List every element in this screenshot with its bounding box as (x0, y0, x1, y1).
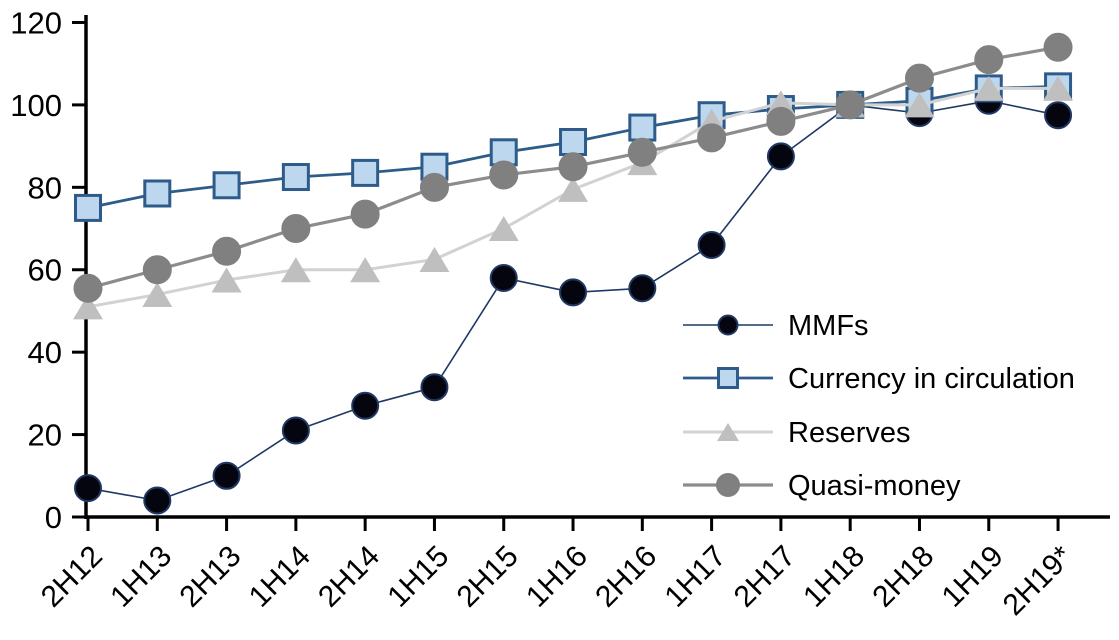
legend-label: Currency in circulation (788, 363, 1075, 395)
data-point-marker-currency-in-circulation (559, 127, 588, 156)
data-point-marker-quasi-money (212, 236, 242, 266)
data-point-marker-currency-in-circulation (281, 163, 310, 192)
data-point-marker-reserves (1043, 75, 1074, 101)
x-axis-tick-label: 1H19 (936, 540, 1010, 614)
legend-label: Quasi-money (788, 470, 961, 502)
x-axis-tick-label: 2H19* (997, 539, 1080, 622)
x-axis-tick-label: 2H15 (451, 540, 525, 614)
y-axis-tick-label: 20 (28, 418, 62, 453)
data-point-marker-currency-in-circulation (212, 171, 241, 200)
data-point-marker-currency-in-circulation (628, 113, 657, 142)
data-point-marker-reserves (419, 246, 450, 272)
data-point-marker-currency-in-circulation (143, 179, 172, 208)
legend-label: MMFs (788, 310, 869, 342)
data-point-marker-mmfs (559, 278, 588, 307)
data-point-marker-quasi-money (697, 123, 727, 153)
x-axis-tick-label: 2H16 (589, 540, 663, 614)
x-axis-tick-label: 2H14 (312, 540, 386, 614)
data-point-marker-reserves (488, 216, 519, 242)
data-point-marker-quasi-money (1043, 32, 1073, 62)
data-point-marker-reserves (973, 75, 1004, 101)
legend-swatch-marker (717, 423, 739, 441)
data-point-marker-quasi-money (281, 214, 311, 244)
data-point-marker-mmfs (281, 416, 310, 445)
x-axis-tick-label: 1H16 (520, 540, 594, 614)
data-point-marker-currency-in-circulation (74, 193, 102, 222)
data-point-marker-currency-in-circulation (351, 158, 380, 187)
data-point-marker-mmfs (351, 391, 380, 420)
data-point-marker-mmfs (1044, 101, 1073, 130)
data-point-marker-quasi-money (766, 106, 796, 136)
x-axis-tick-label: 1H14 (243, 540, 317, 614)
data-point-marker-quasi-money (974, 45, 1004, 75)
x-axis-tick-label: 2H12 (35, 540, 109, 614)
x-axis-tick-label: 1H17 (659, 540, 733, 614)
data-point-marker-reserves (558, 176, 589, 202)
series-mmfs (74, 86, 1073, 515)
x-axis-tick-label: 1H18 (797, 540, 871, 614)
series-quasi-money (73, 32, 1073, 303)
data-point-marker-quasi-money (835, 90, 865, 120)
x-axis-tick-label: 1H15 (381, 540, 455, 614)
data-point-marker-quasi-money (350, 199, 380, 229)
x-axis-tick-label: 2H13 (173, 540, 247, 614)
data-point-marker-mmfs (74, 474, 102, 503)
data-point-marker-reserves (211, 267, 242, 293)
legend-swatch-marker (716, 473, 740, 497)
data-point-marker-mmfs (420, 373, 449, 402)
data-point-marker-mmfs (212, 461, 241, 490)
x-axis-tick-label: 2H18 (866, 540, 940, 614)
data-point-marker-mmfs (766, 142, 795, 171)
data-point-marker-reserves (73, 294, 103, 320)
data-point-marker-quasi-money (904, 63, 934, 93)
data-point-marker-quasi-money (558, 152, 588, 182)
data-point-marker-mmfs (143, 486, 172, 515)
data-point-marker-reserves (904, 92, 935, 118)
legend-item-mmfs: MMFs (683, 310, 869, 342)
y-axis-tick-label: 0 (45, 500, 62, 535)
legend-swatch-marker (717, 314, 739, 336)
y-axis-tick-label: 120 (10, 5, 62, 40)
legend-swatch-marker (717, 367, 739, 389)
data-point-marker-quasi-money (489, 160, 519, 190)
data-point-marker-mmfs (628, 274, 657, 303)
x-axis-tick-label: 2H17 (728, 540, 802, 614)
data-point-marker-mmfs (697, 231, 726, 260)
x-axis-tick-label: 1H13 (104, 540, 178, 614)
y-axis-tick-label: 60 (28, 253, 62, 288)
legend-item-currency-in-circulation: Currency in circulation (683, 363, 1075, 395)
legend-item-reserves: Reserves (683, 417, 911, 449)
data-point-marker-reserves (350, 257, 381, 283)
data-point-marker-quasi-money (73, 273, 103, 303)
legend-item-quasi-money: Quasi-money (683, 470, 961, 502)
legend-label: Reserves (788, 417, 911, 449)
data-point-marker-quasi-money (419, 172, 449, 202)
data-point-marker-reserves (142, 281, 173, 307)
y-axis-tick-label: 80 (28, 170, 62, 205)
data-point-marker-mmfs (489, 263, 518, 292)
y-axis-tick-label: 100 (10, 88, 62, 123)
y-axis-tick-label: 40 (28, 335, 62, 370)
data-point-marker-quasi-money (627, 137, 657, 167)
data-point-marker-reserves (280, 257, 311, 283)
data-point-marker-quasi-money (142, 255, 172, 285)
